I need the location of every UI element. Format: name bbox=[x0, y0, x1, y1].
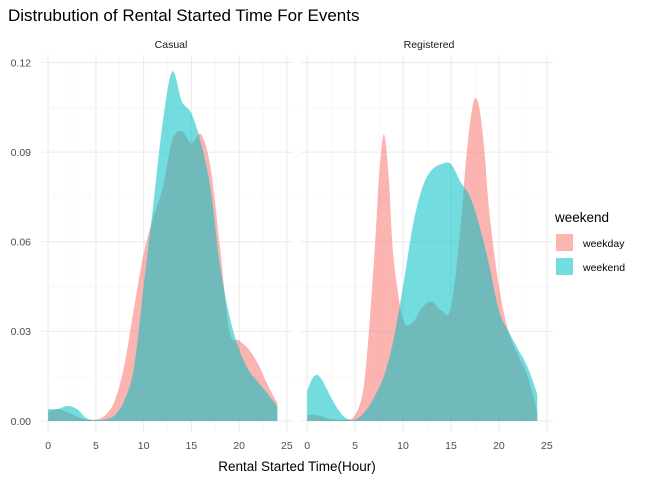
x-tick-label: 15 bbox=[186, 440, 198, 452]
y-tick-label: 0.12 bbox=[11, 57, 32, 69]
y-tick-label: 0.09 bbox=[11, 147, 32, 159]
density-area-weekend-casual bbox=[48, 71, 278, 422]
x-tick-label: 15 bbox=[445, 440, 457, 452]
x-tick-label: 10 bbox=[397, 440, 409, 452]
density-area-weekend-registered bbox=[307, 162, 538, 421]
x-tick-label: 25 bbox=[541, 440, 553, 452]
x-tick-label: 20 bbox=[233, 440, 245, 452]
chart-title: Distrubution of Rental Started Time For … bbox=[8, 6, 360, 25]
x-tick-label: 10 bbox=[138, 440, 150, 452]
x-tick-label: 25 bbox=[281, 440, 293, 452]
legend-title: weekend bbox=[554, 210, 609, 225]
legend-label-weekday: weekday bbox=[582, 238, 625, 250]
x-tick-label: 5 bbox=[352, 440, 358, 452]
legend-swatch-weekday bbox=[556, 234, 573, 251]
facet-panel-registered: 0 5 10 15 20 25 bbox=[301, 55, 553, 452]
y-tick-label: 0.06 bbox=[11, 237, 32, 249]
x-tick-label: 20 bbox=[493, 440, 505, 452]
x-tick-label: 0 bbox=[45, 440, 51, 452]
x-axis-title: Rental Started Time(Hour) bbox=[218, 459, 376, 474]
plot-area: 0 5 10 15 20 25 0 5 10 15 20 25 0.00 0.03 0.06 0.09 0.12 bbox=[11, 55, 553, 452]
x-tick-label: 0 bbox=[304, 440, 310, 452]
legend-swatch-weekend bbox=[556, 258, 573, 275]
x-tick-label: 5 bbox=[93, 440, 99, 452]
legend-label-weekend: weekend bbox=[582, 262, 625, 274]
facet-panel-casual: 0 5 10 15 20 25 bbox=[42, 55, 293, 452]
facet-strip-casual: Casual bbox=[155, 39, 188, 51]
y-tick-label: 0.00 bbox=[11, 416, 32, 428]
facet-strip-registered: Registered bbox=[404, 39, 455, 51]
legend: weekend weekday weekend bbox=[554, 210, 625, 275]
y-tick-label: 0.03 bbox=[11, 326, 32, 338]
